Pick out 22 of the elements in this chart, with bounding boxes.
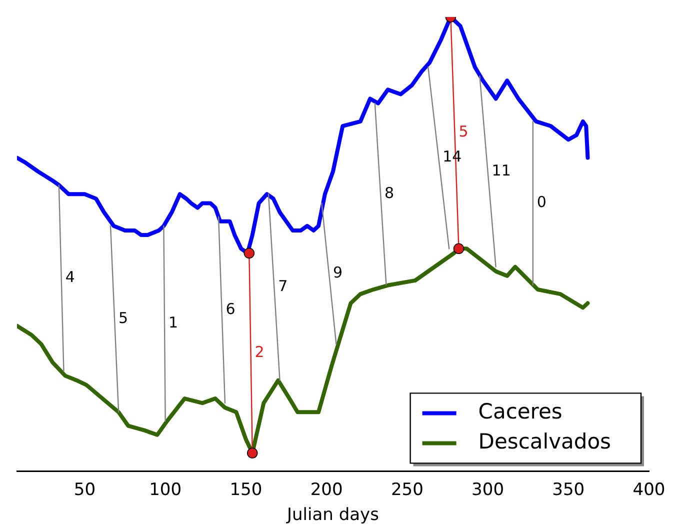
annotation: 4: [65, 268, 75, 286]
x-tick-label: 350: [552, 480, 585, 500]
annotation: 1: [168, 313, 178, 332]
x-tick-label: 300: [472, 480, 504, 500]
legend-label: Descalvados: [478, 430, 612, 454]
annotation: 8: [384, 184, 394, 202]
x-tick-label: 250: [390, 480, 424, 500]
x-tick-label: 200: [310, 480, 343, 500]
annotation: 6: [226, 300, 236, 318]
annotation: 5: [458, 122, 468, 141]
x-tick-label: 100: [149, 480, 182, 500]
annotation: 2: [254, 343, 264, 361]
annotation: 11: [492, 161, 511, 180]
x-axis-title: Julian days: [286, 505, 380, 526]
annotation: 5: [118, 308, 128, 327]
x-tick-label: 150: [230, 480, 262, 500]
legend-label: Caceres: [478, 400, 562, 424]
annotation: 9: [332, 264, 343, 282]
annotation: 7: [278, 277, 288, 296]
annotation: 0: [536, 193, 546, 212]
x-tick-label: 400: [632, 480, 666, 500]
x-tick-label: 50: [74, 480, 96, 500]
